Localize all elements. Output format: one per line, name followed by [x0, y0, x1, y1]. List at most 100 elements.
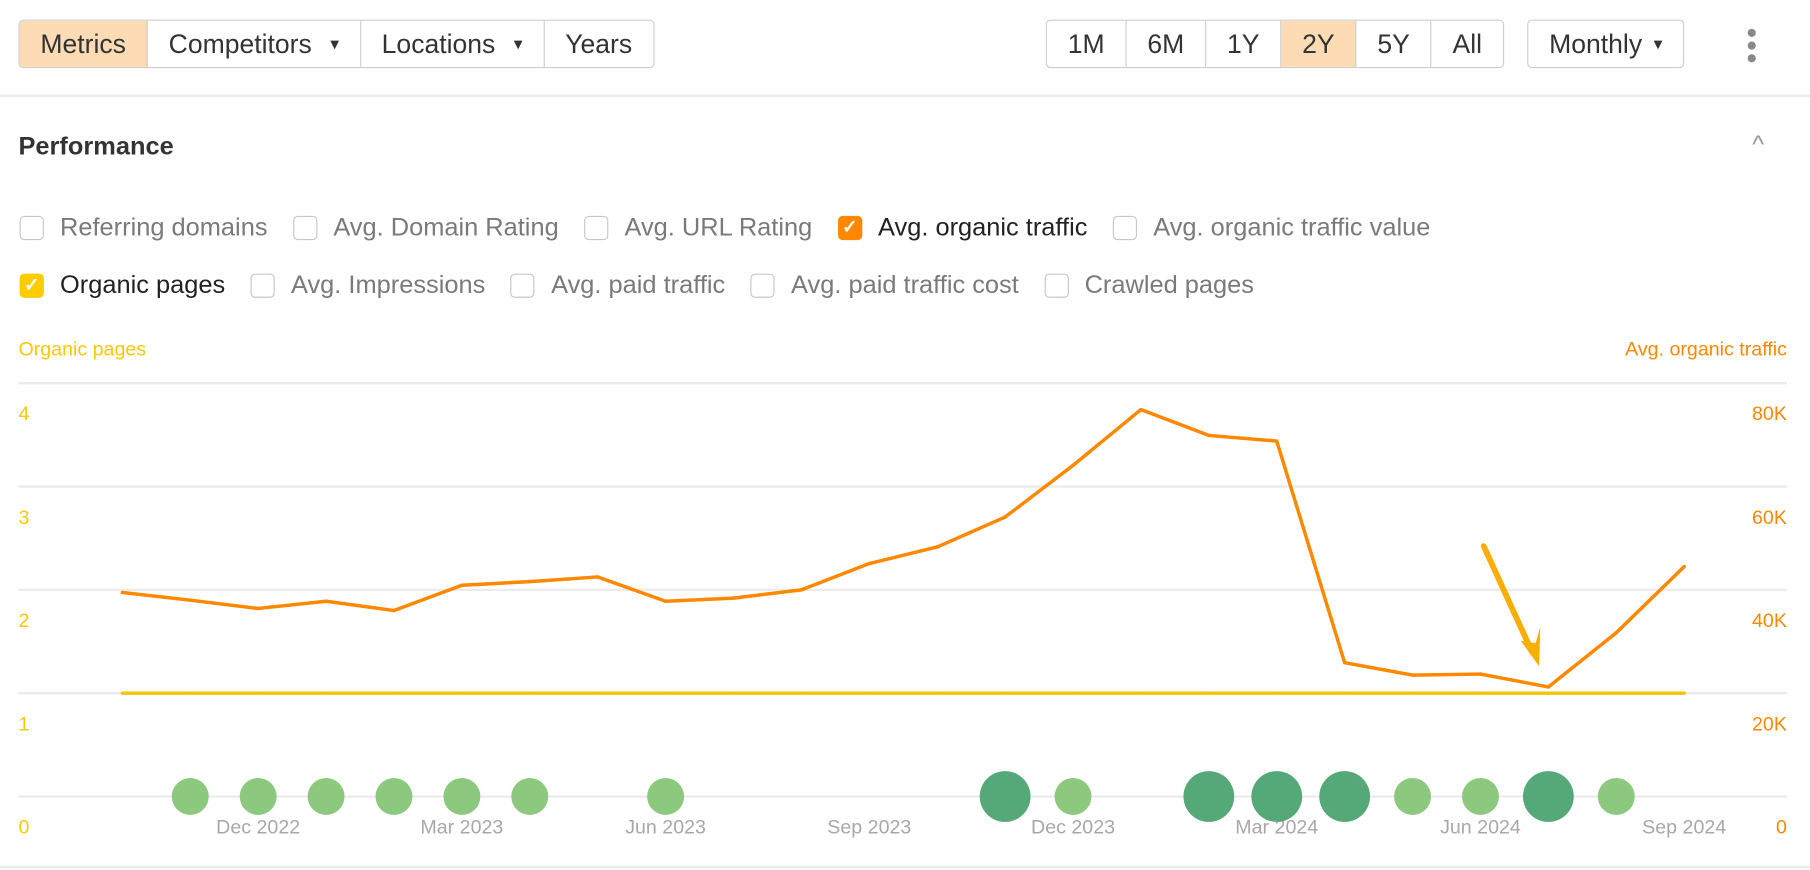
tab-locations[interactable]: Locations ▾	[361, 20, 545, 67]
data-point[interactable]	[1139, 691, 1143, 695]
update-marker[interactable]	[511, 778, 549, 815]
range-5y[interactable]: 5Y	[1357, 20, 1432, 67]
major-update-marker[interactable]	[979, 771, 1031, 822]
range-1m[interactable]: 1M	[1047, 20, 1127, 67]
data-point[interactable]	[1682, 564, 1686, 569]
metric-checkbox[interactable]: Avg. organic traffic value	[1112, 212, 1430, 242]
checkbox-icon[interactable]	[750, 273, 775, 298]
interval-dropdown-button[interactable]: Monthly ▾	[1528, 21, 1683, 67]
checkbox-checked-icon[interactable]: ✓	[837, 215, 862, 240]
update-marker[interactable]	[1054, 778, 1092, 815]
data-point[interactable]	[1207, 433, 1211, 438]
metric-checkbox[interactable]: Avg. URL Rating	[584, 212, 812, 242]
range-1y[interactable]: 1Y	[1206, 20, 1282, 67]
update-marker[interactable]	[647, 778, 685, 815]
update-marker[interactable]	[239, 778, 277, 815]
data-point[interactable]	[1275, 691, 1279, 695]
data-point[interactable]	[120, 590, 125, 595]
data-point[interactable]	[1003, 691, 1007, 695]
update-marker[interactable]	[443, 778, 481, 815]
data-point[interactable]	[799, 588, 804, 592]
data-point[interactable]	[1410, 673, 1415, 677]
data-point[interactable]	[324, 599, 328, 603]
data-point[interactable]	[595, 691, 600, 695]
data-point[interactable]	[1342, 660, 1347, 665]
data-point[interactable]	[1682, 691, 1686, 695]
data-point[interactable]	[731, 691, 736, 695]
data-point[interactable]	[460, 691, 464, 695]
data-point[interactable]	[1546, 691, 1551, 695]
data-point[interactable]	[392, 608, 396, 613]
data-point[interactable]	[1410, 691, 1415, 695]
major-update-marker[interactable]	[1251, 771, 1303, 822]
update-marker[interactable]	[171, 778, 209, 815]
data-point[interactable]	[188, 598, 192, 602]
data-point[interactable]	[867, 561, 872, 566]
data-point[interactable]	[595, 575, 600, 579]
data-point[interactable]	[256, 606, 260, 611]
data-point[interactable]	[731, 596, 736, 600]
update-marker[interactable]	[375, 778, 413, 815]
update-marker[interactable]	[1394, 778, 1432, 815]
left-axis-tick: 2	[18, 609, 30, 632]
checkbox-icon[interactable]	[584, 215, 609, 240]
checkbox-icon[interactable]	[1112, 215, 1138, 240]
data-point[interactable]	[1478, 672, 1483, 676]
data-point[interactable]	[935, 691, 939, 695]
data-point[interactable]	[663, 599, 668, 603]
metric-checkbox[interactable]: Avg. Domain Rating	[292, 212, 559, 242]
data-point[interactable]	[1275, 439, 1279, 443]
metric-checkbox[interactable]: Avg. paid traffic cost	[750, 270, 1019, 300]
metric-checkbox[interactable]: Referring domains	[19, 212, 268, 242]
data-point[interactable]	[1546, 685, 1551, 689]
data-point[interactable]	[120, 691, 125, 695]
tab-metrics[interactable]: Metrics	[19, 20, 148, 67]
data-point[interactable]	[935, 545, 939, 549]
checkbox-icon[interactable]	[19, 215, 44, 240]
chevron-up-icon[interactable]: ^	[1752, 129, 1765, 159]
data-point[interactable]	[1071, 463, 1075, 468]
data-point[interactable]	[392, 691, 396, 695]
range-6m[interactable]: 6M	[1127, 20, 1207, 67]
range-2y[interactable]: 2Y	[1281, 20, 1357, 67]
data-point[interactable]	[663, 691, 668, 695]
update-marker[interactable]	[1461, 778, 1499, 815]
caret-down-icon: ▾	[330, 34, 339, 55]
update-marker[interactable]	[1597, 778, 1635, 815]
checkbox-icon[interactable]	[510, 273, 535, 298]
range-all[interactable]: All	[1452, 28, 1483, 59]
tab-competitors[interactable]: Competitors ▾	[148, 20, 361, 67]
major-update-marker[interactable]	[1183, 771, 1235, 822]
data-point[interactable]	[460, 583, 464, 587]
metric-checkbox[interactable]: Avg. paid traffic	[510, 270, 725, 300]
data-point[interactable]	[256, 691, 260, 695]
data-point[interactable]	[1614, 631, 1619, 635]
data-point[interactable]	[867, 691, 872, 695]
interval-dropdown[interactable]: Monthly ▾	[1527, 19, 1685, 69]
data-point[interactable]	[1071, 691, 1075, 695]
data-point[interactable]	[1139, 407, 1143, 412]
data-point[interactable]	[528, 579, 532, 584]
major-update-marker[interactable]	[1522, 771, 1574, 822]
metric-checkbox[interactable]: Avg. Impressions	[250, 270, 485, 300]
data-point[interactable]	[1003, 515, 1007, 519]
data-point[interactable]	[1207, 691, 1211, 695]
major-update-marker[interactable]	[1319, 771, 1371, 822]
data-point[interactable]	[324, 691, 328, 695]
metric-checkbox[interactable]: ✓ Organic pages	[19, 270, 226, 300]
data-point[interactable]	[1478, 691, 1483, 695]
update-marker[interactable]	[307, 778, 345, 815]
metric-checkbox[interactable]: ✓ Avg. organic traffic	[837, 212, 1087, 242]
checkbox-icon[interactable]	[292, 215, 318, 240]
data-point[interactable]	[188, 691, 192, 695]
data-point[interactable]	[1342, 691, 1347, 695]
metric-checkbox[interactable]: Crawled pages	[1044, 270, 1254, 300]
tab-years[interactable]: Years	[544, 21, 652, 67]
kebab-icon[interactable]	[1743, 28, 1759, 63]
data-point[interactable]	[1614, 691, 1619, 695]
checkbox-checked-icon[interactable]: ✓	[19, 273, 44, 298]
checkbox-icon[interactable]	[250, 273, 275, 298]
data-point[interactable]	[528, 691, 532, 695]
checkbox-icon[interactable]	[1044, 273, 1069, 298]
data-point[interactable]	[799, 691, 804, 695]
